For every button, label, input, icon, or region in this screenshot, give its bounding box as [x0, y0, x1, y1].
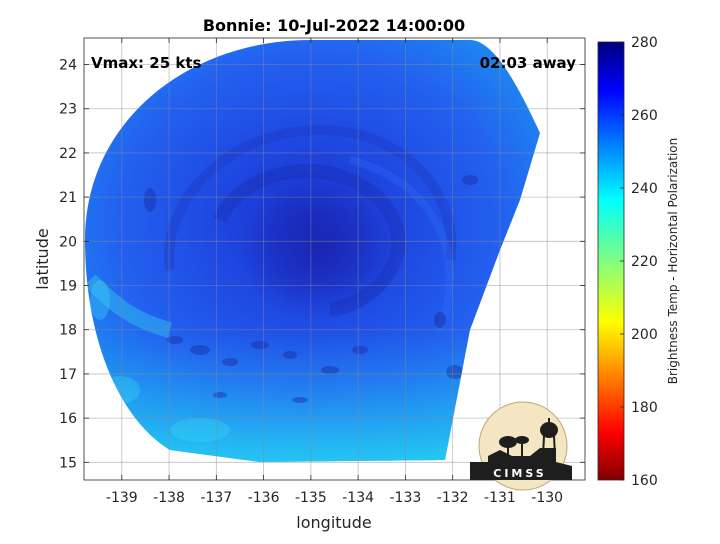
x-tick-label: -139: [106, 490, 138, 506]
y-tick-label: 21: [59, 190, 77, 206]
y-tick-label: 24: [59, 58, 77, 74]
x-tick-label: -135: [295, 490, 327, 506]
colorbar-ticks: 160 180 200 220 240 260 280: [620, 35, 658, 489]
y-tick-label: 16: [59, 411, 77, 427]
y-tick-label: 23: [59, 102, 77, 118]
x-axis: -139 -138 -137 -136 -135 -134 -133 -132 -131 -130: [106, 38, 563, 506]
y-tick-label: 18: [59, 323, 77, 339]
colorbar-tick-label: 220: [631, 254, 658, 270]
vmax-annotation: Vmax: 25 kts: [91, 54, 201, 72]
cimss-logo-text: CIMSS: [493, 467, 546, 480]
y-tick-label: 15: [59, 455, 77, 471]
y-tick-label: 20: [59, 234, 77, 250]
x-tick-label: -133: [390, 490, 422, 506]
colorbar-tick-label: 200: [631, 327, 658, 343]
x-tick-label: -132: [437, 490, 469, 506]
time-away-annotation: 02:03 away: [480, 54, 577, 72]
colorbar-tick-label: 240: [631, 181, 658, 197]
brightness-temp-swath: [85, 40, 540, 462]
x-tick-label: -137: [200, 490, 232, 506]
y-tick-label: 22: [59, 146, 77, 162]
y-axis-label: latitude: [33, 228, 52, 289]
cimss-logo: CIMSS: [470, 401, 572, 491]
x-axis-label: longitude: [296, 513, 371, 532]
map-grid: [84, 38, 585, 480]
y-tick-label: 17: [59, 367, 77, 383]
colorbar-tick-label: 260: [631, 108, 658, 124]
plot-border: [83, 37, 586, 481]
x-tick-label: -134: [342, 490, 374, 506]
y-tick-label: 19: [59, 279, 77, 295]
colorbar-tick-label: 280: [631, 35, 658, 51]
x-tick-label: -130: [531, 490, 563, 506]
x-tick-label: -138: [153, 490, 185, 506]
x-tick-label: -136: [248, 490, 280, 506]
colorbar-tick-label: 180: [631, 400, 658, 416]
colorbar-tick-label: 160: [631, 473, 658, 489]
figure-title: Bonnie: 10-Jul-2022 14:00:00: [203, 16, 465, 35]
colorbar: [597, 41, 625, 481]
y-axis: 15 16 17 18 19 20 21 22 23 24: [59, 58, 585, 471]
x-tick-label: -131: [484, 490, 516, 506]
colorbar-label: Brightness Temp - Horizontal Polarizatio…: [666, 138, 680, 385]
